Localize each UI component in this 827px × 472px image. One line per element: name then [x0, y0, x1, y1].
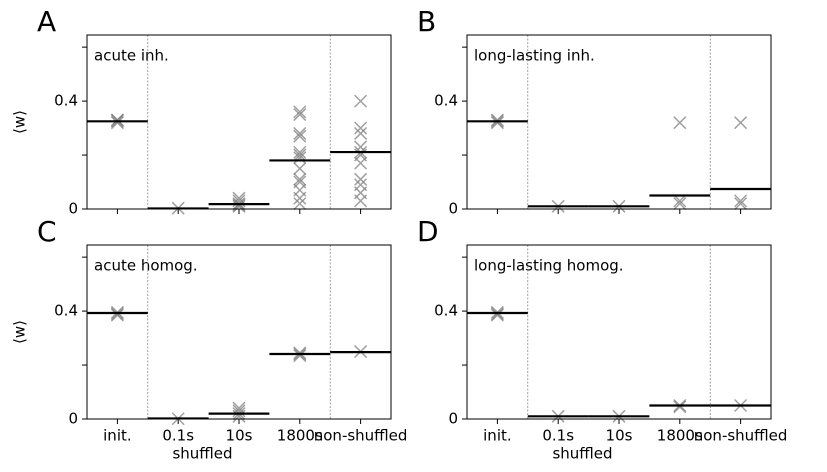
axes-frame	[86, 244, 392, 420]
point-marker	[110, 116, 124, 130]
axes-frame	[466, 34, 772, 210]
panel-letter: D	[417, 215, 439, 248]
point-marker	[232, 191, 246, 205]
point-marker	[293, 108, 307, 122]
panel-title: acute inh.	[94, 47, 169, 65]
y-tick-label: 0.4	[54, 92, 78, 110]
panel-letter: A	[37, 5, 56, 38]
point-marker	[110, 308, 124, 322]
panel-letter: B	[417, 5, 436, 38]
point-marker	[232, 401, 246, 415]
point-marker	[354, 156, 368, 170]
point-marker	[293, 349, 307, 363]
x-tick-label: 1800s	[277, 427, 323, 445]
point-marker	[293, 129, 307, 143]
y-tick-label: 0.4	[54, 302, 78, 320]
y-tick-label: 0.4	[434, 92, 458, 110]
panel-letter: C	[37, 215, 57, 248]
point-marker	[734, 194, 748, 208]
point-marker	[293, 172, 307, 186]
y-tick-label: 0.4	[434, 302, 458, 320]
point-marker	[673, 116, 687, 130]
point-marker	[673, 400, 687, 414]
x-tick-label: 1800s	[657, 427, 703, 445]
y-tick-label: 0	[448, 200, 458, 218]
axes-frame	[86, 34, 392, 210]
point-marker	[110, 113, 124, 127]
point-marker	[354, 121, 368, 135]
x-axis-label: shuffled	[552, 445, 612, 463]
y-tick-label: 0	[68, 200, 78, 218]
point-marker	[490, 113, 504, 127]
point-marker	[293, 105, 307, 119]
x-tick-label: 0.1s	[162, 427, 194, 445]
point-marker	[293, 191, 307, 205]
y-tick-label: 0	[68, 410, 78, 428]
point-marker	[354, 194, 368, 208]
x-tick-label: non-shuffled	[694, 427, 788, 445]
x-tick-label: 10s	[226, 427, 253, 445]
y-tick-label: 0	[448, 410, 458, 428]
point-marker	[673, 194, 687, 208]
x-axis-label: shuffled	[172, 445, 232, 463]
point-marker	[673, 197, 687, 211]
panel-title: acute homog.	[94, 257, 198, 275]
point-marker	[293, 197, 307, 211]
point-marker	[354, 126, 368, 140]
point-marker	[293, 148, 307, 162]
x-tick-label: 10s	[606, 427, 633, 445]
point-marker	[734, 116, 748, 130]
x-tick-label: 0.1s	[542, 427, 574, 445]
point-marker	[232, 404, 246, 418]
x-tick-label: non-shuffled	[314, 427, 408, 445]
panel-title: long-lasting inh.	[474, 47, 595, 65]
point-marker	[354, 172, 368, 186]
x-tick-label: init.	[483, 427, 512, 445]
point-marker	[293, 145, 307, 159]
y-axis-label: ⟨w⟩	[11, 110, 29, 134]
point-marker	[293, 162, 307, 176]
point-marker	[293, 126, 307, 140]
point-marker	[490, 116, 504, 130]
x-tick-label: init.	[103, 427, 132, 445]
point-marker	[354, 94, 368, 108]
point-marker	[293, 151, 307, 165]
point-marker	[490, 308, 504, 322]
point-marker	[734, 197, 748, 211]
axes-frame	[466, 244, 772, 420]
panel-title: long-lasting homog.	[474, 257, 624, 275]
y-axis-label: ⟨w⟩	[11, 320, 29, 344]
